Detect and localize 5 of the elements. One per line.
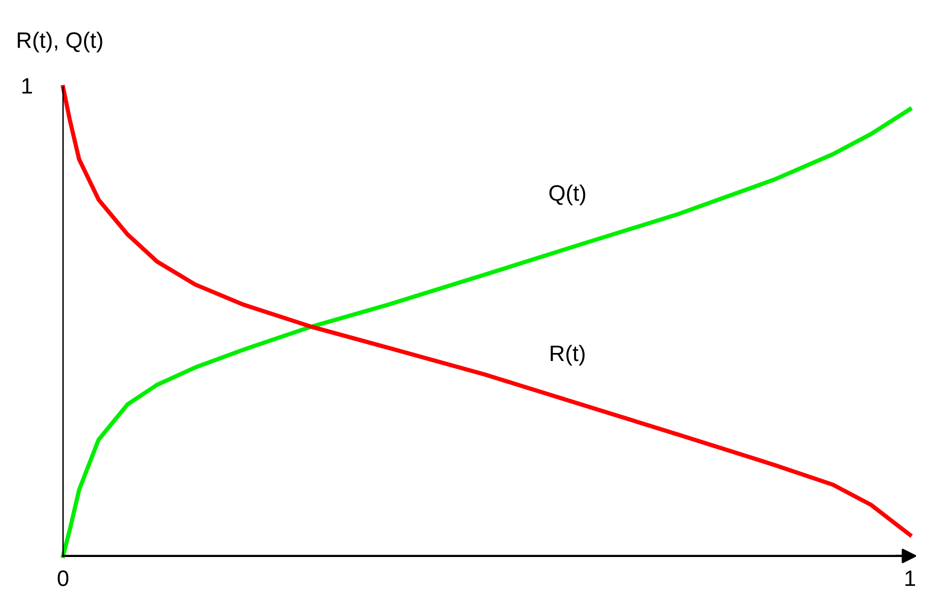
series-label: R(t) [550,344,585,366]
x-tick-label: 0 [58,570,68,586]
series-label: Q(t) [549,184,586,206]
y-axis-title: R(t), Q(t) [18,32,102,52]
text: 1 [22,78,32,94]
